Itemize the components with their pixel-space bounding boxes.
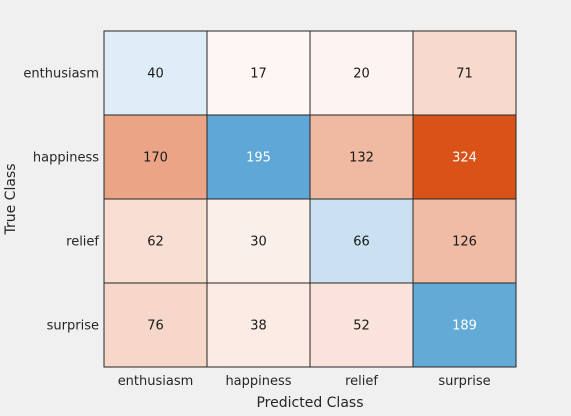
y-tick-label: enthusiasm [23, 67, 99, 82]
cell-value-label: 17 [250, 67, 267, 82]
x-tick-labels: enthusiasm happiness relief surprise [118, 374, 491, 389]
matrix-cell-relief-happiness [206, 198, 311, 284]
x-tick-label: happiness [225, 374, 291, 389]
matrix-cell-enthusiasm-relief [309, 30, 414, 116]
matrix-cell-surprise-relief [309, 282, 414, 368]
cell-value-label: 189 [452, 319, 477, 334]
matrix-cell-enthusiasm-surprise [412, 30, 517, 116]
matrix-cell-happiness-enthusiasm [103, 114, 208, 200]
matrix-cell-enthusiasm-enthusiasm [103, 30, 208, 116]
cell-value-label: 62 [147, 235, 164, 250]
x-tick-label: enthusiasm [118, 374, 194, 389]
cell-value-label: 126 [452, 235, 477, 250]
cell-value-label: 40 [147, 67, 164, 82]
cell-value-label: 76 [147, 319, 164, 334]
matrix-cell-happiness-surprise [412, 114, 517, 200]
cell-value-label: 20 [353, 67, 370, 82]
y-tick-label: surprise [47, 319, 99, 334]
x-axis-label: Predicted Class [256, 395, 363, 411]
matrix-cell-relief-surprise [412, 198, 517, 284]
matrix-cells: 40 17 20 71 170 195 132 324 62 30 66 126 76 38 52 189 [103, 30, 517, 368]
cell-value-label: 324 [452, 151, 477, 166]
cell-value-label: 132 [349, 151, 374, 166]
y-tick-label: relief [66, 235, 99, 250]
cell-value-label: 170 [143, 151, 168, 166]
matrix-cell-happiness-happiness [206, 114, 311, 200]
x-tick-label: surprise [438, 374, 490, 389]
matrix-cell-surprise-enthusiasm [103, 282, 208, 368]
y-axis-label: True Class [3, 163, 19, 235]
y-tick-label: happiness [33, 151, 99, 166]
cell-value-label: 52 [353, 319, 370, 334]
matrix-cell-enthusiasm-happiness [206, 30, 311, 116]
matrix-cell-surprise-happiness [206, 282, 311, 368]
cell-value-label: 30 [250, 235, 267, 250]
cell-value-label: 195 [246, 151, 271, 166]
y-tick-labels: enthusiasm happiness relief surprise [23, 67, 99, 334]
cell-value-label: 71 [456, 67, 473, 82]
cell-value-label: 38 [250, 319, 267, 334]
cell-value-label: 66 [353, 235, 370, 250]
matrix-cell-surprise-surprise [412, 282, 517, 368]
x-tick-label: relief [345, 374, 378, 389]
